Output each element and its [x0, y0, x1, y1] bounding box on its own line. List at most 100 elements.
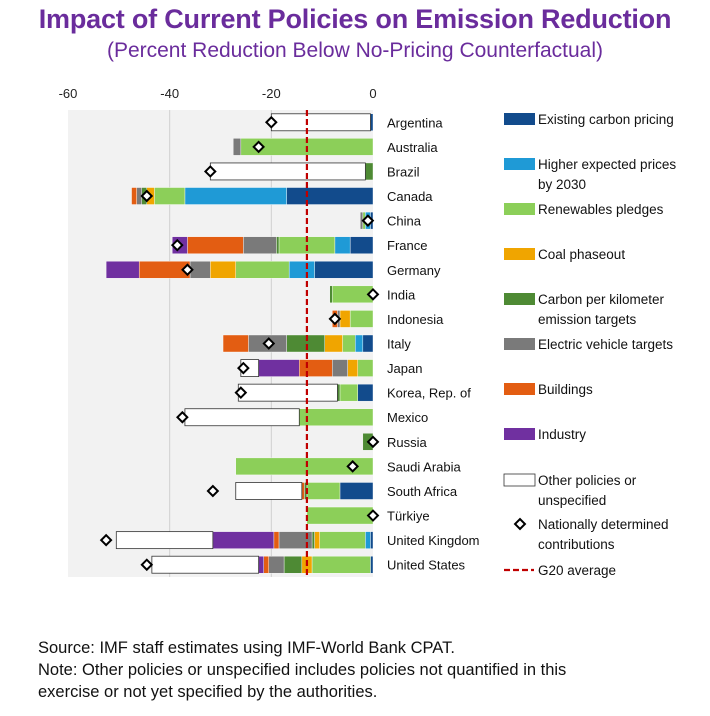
- x-tick-label: -60: [59, 86, 78, 101]
- bar-segment-ev: [268, 556, 285, 574]
- legend-swatch-ev: [504, 338, 535, 350]
- legend-label: Existing carbon pricing: [538, 112, 674, 127]
- bar-segment-coal: [210, 261, 236, 279]
- ndc-marker: [252, 140, 265, 154]
- ndc-marker: [346, 460, 360, 473]
- bar-segment-existing: [362, 334, 374, 353]
- ndc-marker: [140, 558, 154, 572]
- bar-segment-renewables: [299, 408, 374, 426]
- category-label: Russia: [387, 435, 428, 450]
- category-label: United Kingdom: [387, 533, 480, 548]
- legend-label: G20 average: [538, 563, 616, 578]
- legend-label: Other policies or: [538, 473, 637, 488]
- source-note: Source: IMF staff estimates using IMF-Wo…: [38, 639, 455, 657]
- bar-segment-industry: [105, 261, 140, 279]
- category-label: Saudi Arabia: [387, 459, 461, 474]
- bar-segment-ev: [233, 138, 242, 156]
- bar-segment-higher_prices: [184, 187, 287, 205]
- ndc-marker: [140, 189, 154, 203]
- legend-label: emission targets: [538, 312, 637, 327]
- bar-segment-existing: [370, 531, 374, 549]
- bar-segment-existing: [339, 482, 374, 500]
- bar-segment-carbon_km: [329, 285, 333, 304]
- bar-segment-renewables: [306, 482, 341, 500]
- legend-label: Industry: [538, 427, 586, 442]
- bar-segment-buildings: [263, 556, 269, 574]
- bar-segment-renewables: [357, 359, 374, 377]
- bar-segment-other: [184, 408, 300, 427]
- bar-segment-industry: [212, 531, 275, 549]
- bar-segment-buildings: [222, 334, 249, 353]
- note-line-2: exercise or not yet specified by the aut…: [38, 683, 378, 701]
- legend-label: by 2030: [538, 177, 586, 192]
- bar-segment-industry: [258, 359, 300, 377]
- ndc-marker: [99, 533, 113, 547]
- ndc-marker: [366, 435, 380, 449]
- legend-label: unspecified: [538, 493, 606, 508]
- bar-segment-other: [237, 383, 338, 402]
- bar-segment-renewables: [349, 310, 374, 328]
- ndc-marker: [234, 386, 248, 400]
- bar-segment-existing: [314, 261, 374, 279]
- category-label: Germany: [387, 263, 441, 278]
- category-label: Türkiye: [387, 509, 430, 524]
- bar-segment-higher_prices: [355, 334, 364, 353]
- bar-segment-higher_prices: [288, 261, 315, 279]
- emission-reduction-chart: -60 -40 -20 0 Argentina Australia Brazil Canada…: [59, 86, 677, 578]
- legend-label: Renewables pledges: [538, 202, 664, 217]
- bar-segment-coal: [314, 531, 320, 549]
- bar-segment-existing: [349, 236, 374, 254]
- bar-segment-existing: [370, 556, 374, 574]
- legend-swatch-renewables: [504, 203, 535, 215]
- bar-segment-buildings: [273, 531, 280, 549]
- ndc-marker: [181, 263, 194, 277]
- bar-segment-renewables: [235, 261, 290, 279]
- legend-swatch-higher_prices: [504, 158, 535, 170]
- chart-subtitle: (Percent Reduction Below No-Pricing Coun…: [106, 39, 604, 62]
- legend-swatch-carbon_km: [504, 293, 535, 305]
- bar-segment-renewables: [339, 383, 358, 402]
- bar-segment-other: [209, 162, 366, 181]
- x-tick-label: -20: [262, 86, 281, 101]
- bar-segment-carbon_km: [286, 334, 325, 353]
- legend-swatch-buildings: [504, 383, 535, 395]
- bar-segment-higher_prices: [365, 531, 371, 549]
- legend-label: Nationally determined: [538, 517, 669, 532]
- ndc-marker: [262, 337, 276, 350]
- category-label: Italy: [387, 337, 411, 352]
- category-label: China: [387, 214, 422, 229]
- legend-swatch-industry: [504, 428, 535, 440]
- legend-swatch-other: [503, 473, 536, 487]
- legend-swatch-coal: [504, 248, 535, 260]
- legend-label: Carbon per kilometer: [538, 292, 665, 307]
- ndc-marker: [170, 238, 184, 252]
- bar-segment-buildings: [131, 187, 137, 205]
- ndc-marker: [366, 287, 380, 301]
- category-label: Korea, Rep. of: [387, 386, 471, 401]
- category-label: South Africa: [387, 484, 458, 499]
- category-label: Canada: [387, 189, 433, 204]
- bar-segment-other: [115, 531, 214, 550]
- chart-title: Impact of Current Policies on Emission R…: [38, 4, 672, 34]
- bar-segment-buildings: [187, 236, 244, 254]
- category-label: India: [387, 287, 416, 302]
- bar-segment-carbon_km: [276, 236, 280, 254]
- ndc-marker: [328, 312, 342, 326]
- bar-segment-higher_prices: [334, 236, 351, 254]
- category-label: Japan: [387, 361, 422, 376]
- bar-segment-coal: [347, 359, 358, 377]
- ndc-marker: [237, 361, 250, 375]
- bar-segment-coal: [339, 310, 351, 328]
- legend-swatch-ndc: [513, 517, 527, 531]
- ndc-marker: [176, 410, 189, 424]
- ndc-marker: [366, 509, 380, 522]
- bar-segment-existing: [286, 187, 374, 205]
- bar-segment-industry: [258, 556, 264, 574]
- legend-swatch-existing: [504, 113, 535, 125]
- note-line-1: Note: Other policies or unspecified incl…: [38, 661, 567, 679]
- bar-segment-renewables: [311, 556, 371, 574]
- category-label: United States: [387, 558, 466, 573]
- bar-segment-other: [270, 113, 371, 132]
- legend-label: contributions: [538, 537, 615, 552]
- bar-segment-existing: [357, 383, 374, 402]
